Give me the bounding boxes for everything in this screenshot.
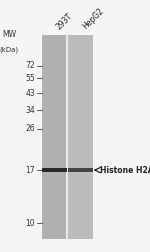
Text: 26: 26 <box>26 124 35 133</box>
Text: 17: 17 <box>26 166 35 175</box>
Text: 10: 10 <box>26 218 35 228</box>
Text: (kDa): (kDa) <box>0 47 19 53</box>
Text: HepG2: HepG2 <box>81 7 105 32</box>
Bar <box>68 35 93 239</box>
Bar <box>68 168 93 172</box>
Text: 34: 34 <box>26 106 35 115</box>
Text: 72: 72 <box>26 61 35 70</box>
Bar <box>42 168 67 172</box>
Text: 55: 55 <box>26 74 35 83</box>
Bar <box>42 35 93 239</box>
Text: 43: 43 <box>26 89 35 98</box>
Text: 293T: 293T <box>54 12 74 32</box>
Text: Histone H2A.X: Histone H2A.X <box>100 166 150 175</box>
Bar <box>42 35 67 239</box>
Text: MW: MW <box>2 30 16 39</box>
